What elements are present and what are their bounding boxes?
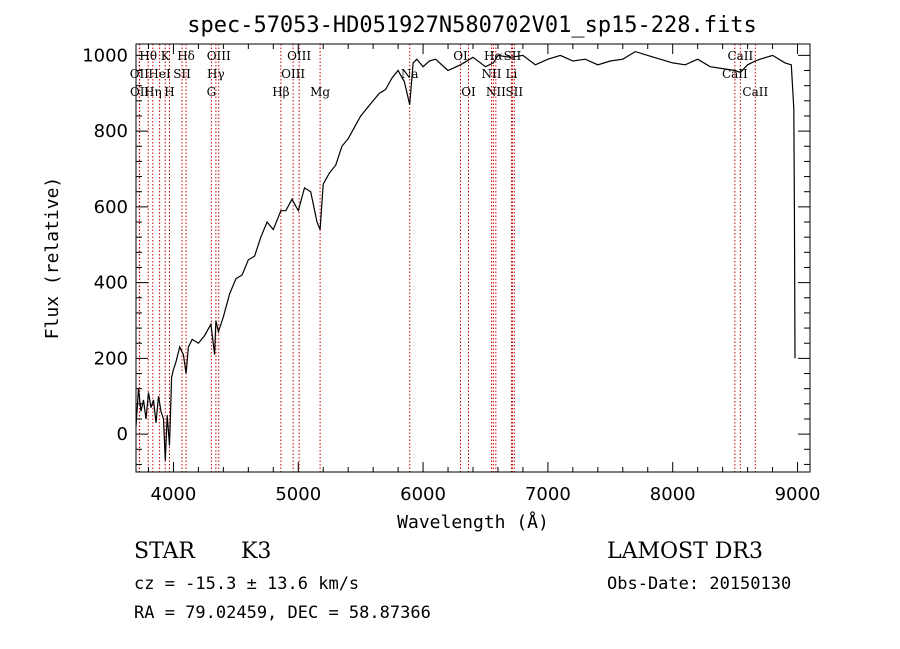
line-marker-label: Hγ [207, 67, 225, 81]
x-tick-label: 8000 [650, 484, 696, 505]
object-class: STAR [134, 539, 195, 564]
line-marker-label: H [164, 85, 174, 99]
x-axis-label: Wavelength (Å) [397, 511, 549, 533]
line-marker-label: OII [130, 85, 150, 99]
x-axis: 4000 5000 6000 7000 8000 9000 [147, 44, 821, 505]
x-tick-label: 9000 [775, 484, 821, 505]
line-marker-label: Na [401, 67, 419, 81]
plot-frame [135, 43, 811, 473]
line-marker-label: Hβ [272, 85, 289, 99]
spectral-subclass: K3 [241, 539, 272, 564]
chart-title: spec-57053-HD051927N580702V01_sp15-228.f… [187, 13, 757, 38]
line-marker-label: CaII [727, 49, 753, 63]
line-marker-label: NII [486, 85, 506, 99]
y-tick-label: 600 [94, 197, 128, 218]
velocity-readout: cz = -15.3 ± 13.6 km/s [134, 574, 360, 594]
line-marker-label: SII [504, 49, 522, 63]
line-markers [138, 44, 756, 472]
line-marker-label: Li [506, 67, 518, 81]
y-tick-label: 1000 [82, 45, 128, 66]
x-tick-label: 5000 [275, 484, 321, 505]
y-axis: 0 200 400 600 800 1000 [82, 45, 810, 465]
x-tick-label: 6000 [400, 484, 446, 505]
coordinates: RA = 79.02459, DEC = 58.87366 [134, 603, 431, 623]
line-marker-label: SII [173, 67, 191, 81]
line-marker-label: Hη [144, 85, 162, 99]
line-marker-label: OII [130, 67, 150, 81]
line-marker-label: OI [453, 49, 468, 63]
line-marker-label: OI [461, 85, 476, 99]
x-tick-label: 4000 [151, 484, 197, 505]
x-tick-label: 7000 [525, 484, 571, 505]
line-marker-label: OIII [287, 49, 311, 63]
line-marker-label: NII [481, 67, 501, 81]
y-tick-label: 0 [117, 424, 128, 445]
spectrum-series-line [135, 50, 796, 461]
line-marker-label: OIII [281, 67, 305, 81]
line-marker-label: Hα [484, 49, 503, 63]
survey-name: LAMOST DR3 [607, 539, 763, 564]
line-marker-label: Hδ [177, 49, 195, 63]
line-marker-label: G [207, 85, 217, 99]
y-tick-label: 200 [94, 348, 128, 369]
y-tick-label: 800 [94, 121, 128, 142]
line-marker-label: HeI [148, 67, 171, 81]
line-marker-label: K [161, 49, 171, 63]
line-marker-label: SII [505, 85, 523, 99]
y-axis-label: Flux (relative) [42, 177, 63, 340]
line-marker-label: CaII [742, 85, 768, 99]
line-marker-label: OIII [207, 49, 231, 63]
obs-date: Obs-Date: 20150130 [607, 574, 792, 594]
line-marker-label: Hθ [139, 49, 157, 63]
y-tick-label: 400 [94, 273, 128, 294]
line-marker-label: Mg [310, 85, 330, 99]
